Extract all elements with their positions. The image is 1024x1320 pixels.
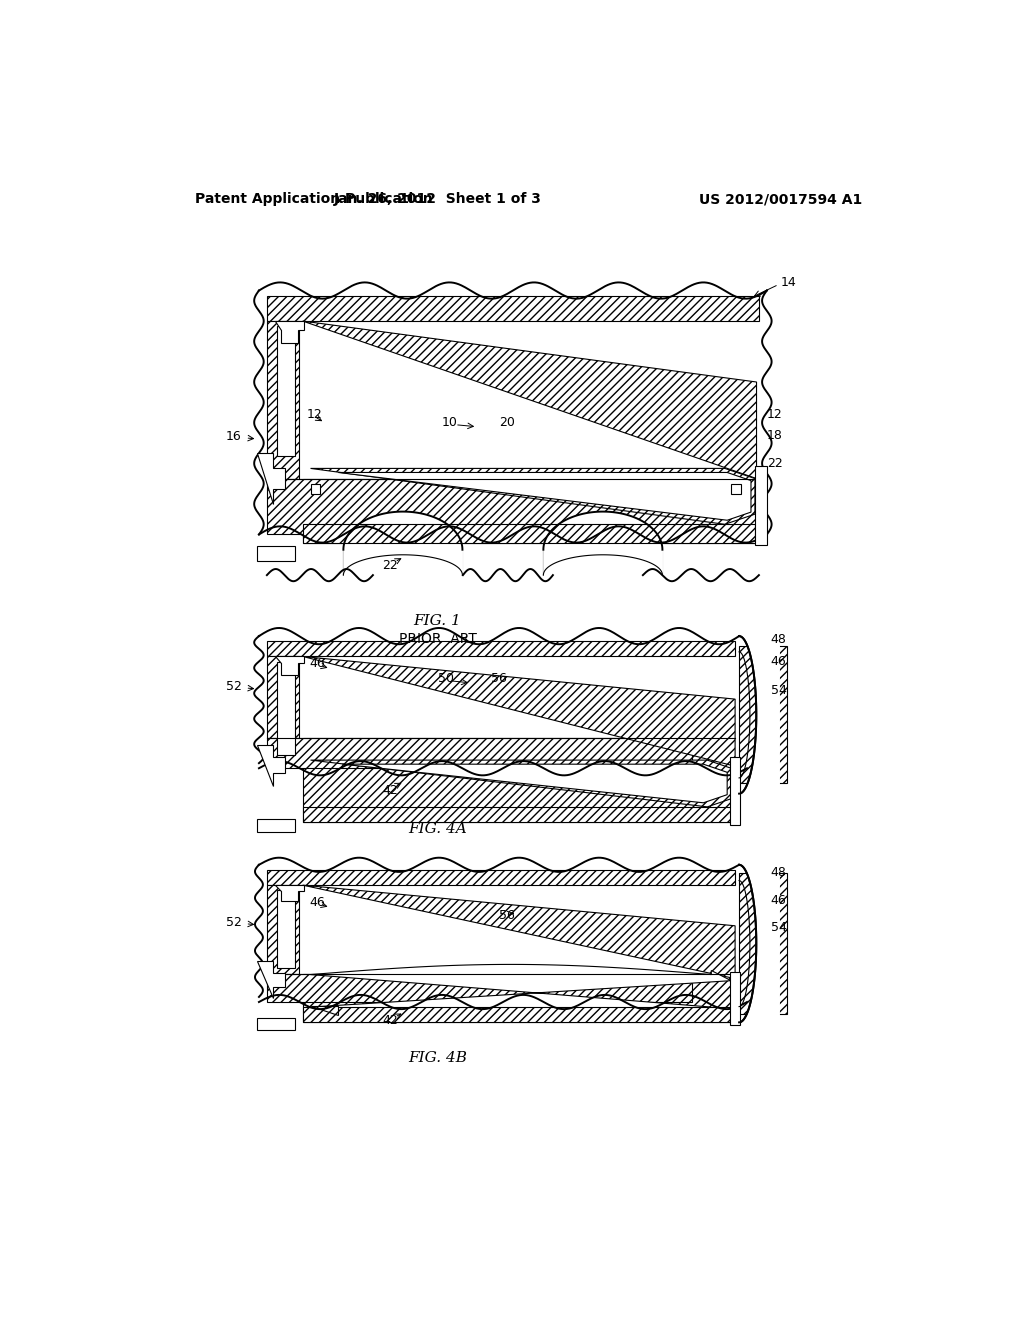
Text: 50: 50	[437, 672, 454, 685]
Bar	[303, 524, 755, 543]
Text: Patent Application Publication: Patent Application Publication	[196, 191, 433, 206]
Text: 52: 52	[225, 916, 242, 929]
Bar	[729, 972, 740, 1026]
Bar	[303, 1007, 731, 1022]
PathPatch shape	[310, 760, 731, 807]
PathPatch shape	[310, 965, 731, 1018]
Bar	[343, 549, 463, 576]
Bar	[739, 873, 786, 1014]
PathPatch shape	[274, 321, 304, 343]
Text: Jan. 26, 2012  Sheet 1 of 3: Jan. 26, 2012 Sheet 1 of 3	[334, 191, 542, 206]
PathPatch shape	[274, 886, 304, 902]
Text: 46: 46	[771, 894, 786, 907]
Text: 12: 12	[767, 408, 782, 421]
Bar	[310, 483, 321, 494]
Bar	[267, 296, 759, 321]
Text: 52: 52	[225, 680, 242, 693]
Text: 12: 12	[306, 408, 323, 421]
Bar	[303, 807, 731, 822]
PathPatch shape	[274, 656, 304, 675]
Bar	[544, 549, 663, 576]
PathPatch shape	[310, 469, 755, 524]
Bar	[257, 1018, 295, 1031]
Bar	[755, 466, 767, 545]
Text: 18: 18	[767, 429, 782, 442]
Bar	[731, 483, 740, 494]
Bar	[267, 642, 735, 656]
Text: 46: 46	[309, 657, 325, 671]
Text: 48: 48	[771, 632, 786, 645]
Text: 46: 46	[771, 655, 786, 668]
Text: 20: 20	[500, 416, 515, 429]
Text: 46: 46	[309, 896, 325, 909]
PathPatch shape	[303, 656, 735, 766]
PathPatch shape	[303, 886, 735, 978]
Bar	[267, 886, 299, 974]
Bar	[303, 479, 755, 543]
Bar	[267, 321, 299, 479]
Text: 56: 56	[500, 909, 515, 923]
Text: 16: 16	[225, 430, 242, 444]
PathPatch shape	[257, 961, 285, 998]
Text: PRIOR  ART: PRIOR ART	[398, 632, 476, 647]
Bar	[729, 758, 740, 825]
Bar	[267, 479, 759, 535]
Bar	[303, 738, 731, 822]
Bar	[278, 326, 295, 457]
Bar	[267, 870, 735, 886]
Text: 22: 22	[767, 457, 782, 470]
Text: US 2012/0017594 A1: US 2012/0017594 A1	[699, 191, 862, 206]
Bar	[267, 738, 692, 768]
Bar	[303, 974, 731, 1023]
Text: 56: 56	[490, 672, 507, 685]
Bar	[739, 647, 786, 784]
Text: 42: 42	[382, 784, 397, 797]
Text: FIG. 4A: FIG. 4A	[409, 822, 467, 837]
Text: FIG. 4B: FIG. 4B	[408, 1051, 467, 1065]
PathPatch shape	[303, 321, 757, 479]
Bar	[278, 661, 295, 755]
Bar	[278, 890, 295, 969]
Text: 54: 54	[771, 685, 786, 697]
Text: 14: 14	[780, 276, 796, 289]
Bar	[257, 545, 295, 561]
Text: FIG. 1: FIG. 1	[414, 614, 462, 628]
PathPatch shape	[310, 1006, 338, 1015]
PathPatch shape	[338, 473, 751, 520]
PathPatch shape	[342, 764, 727, 803]
Text: 22: 22	[382, 560, 397, 573]
Text: 10: 10	[441, 416, 458, 429]
Text: 42: 42	[382, 1014, 397, 1027]
PathPatch shape	[257, 744, 285, 785]
PathPatch shape	[257, 453, 285, 504]
Text: 54: 54	[771, 921, 786, 935]
Text: 48: 48	[771, 866, 786, 879]
Bar	[267, 656, 299, 738]
Bar	[257, 818, 295, 833]
Bar	[267, 974, 692, 1002]
